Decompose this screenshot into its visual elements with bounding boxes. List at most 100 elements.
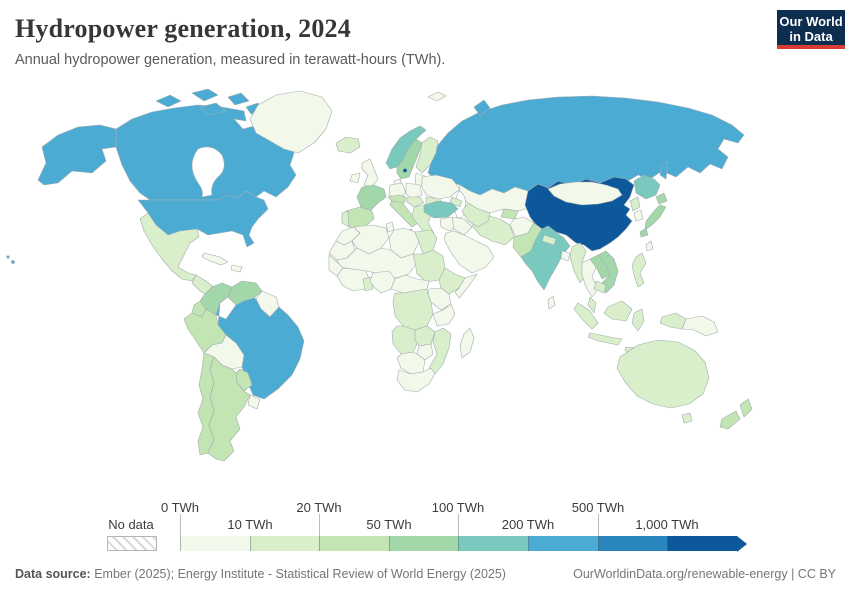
country-turkey[interactable] [423, 200, 459, 219]
legend-tick-500 [598, 514, 599, 536]
legend-tick-20 [319, 514, 320, 536]
country-canada-arctic-3[interactable] [227, 92, 250, 106]
country-usa-hawaii-2[interactable] [11, 260, 15, 264]
country-norway[interactable] [385, 125, 427, 170]
country-south-africa[interactable] [396, 367, 436, 393]
country-australia[interactable] [616, 339, 710, 409]
legend-bin-500-1000[interactable] [598, 536, 667, 551]
country-w-new-guinea[interactable] [659, 312, 687, 330]
country-arabia[interactable] [443, 230, 495, 274]
country-ireland[interactable] [349, 172, 361, 184]
country-usa-hawaii-1[interactable] [6, 255, 10, 259]
country-svalbard[interactable] [427, 91, 447, 102]
country-argentina[interactable] [207, 356, 251, 462]
legend-bin-200-500[interactable] [528, 536, 598, 551]
legend-label-100: 100 TWh [431, 500, 485, 515]
country-sumatra[interactable] [573, 302, 599, 330]
footer-attribution: OurWorldinData.org/renewable-energy | CC… [573, 567, 836, 581]
footer-source-label: Data source: [15, 567, 91, 581]
country-vietnam[interactable] [597, 250, 619, 294]
country-sweden[interactable] [396, 138, 423, 180]
country-nigeria[interactable] [369, 270, 396, 294]
baltic-dark-spot [402, 168, 408, 173]
footer-link[interactable]: OurWorldinData.org/renewable-energy [573, 567, 788, 581]
legend-bin-50-100[interactable] [389, 536, 458, 551]
country-new-zealand-north[interactable] [739, 398, 753, 418]
legend-bin-100-200[interactable] [458, 536, 528, 551]
legend-arrow [737, 535, 747, 552]
country-canada-arctic-1[interactable] [155, 94, 182, 108]
legend-label-10: 10 TWh [227, 517, 273, 532]
country-java[interactable] [587, 332, 623, 346]
country-philippines[interactable] [631, 252, 647, 288]
country-poland[interactable] [405, 182, 423, 200]
legend-bin-20-50[interactable] [319, 536, 389, 551]
country-malaysia[interactable] [587, 296, 597, 314]
country-papua-new-guinea[interactable] [681, 315, 719, 337]
country-madagascar[interactable] [459, 327, 475, 359]
country-sri-lanka[interactable] [547, 295, 556, 310]
country-caucasus[interactable] [449, 196, 463, 208]
country-zimbabwe[interactable] [416, 343, 434, 361]
country-greenland[interactable] [249, 90, 333, 154]
country-japan-honshu[interactable] [644, 204, 667, 231]
country-russia-sakhalin[interactable] [659, 160, 669, 180]
country-amur-region[interactable] [633, 174, 661, 200]
country-cuba[interactable] [201, 252, 229, 266]
country-taiwan[interactable] [645, 240, 654, 252]
legend-color-bar [180, 535, 747, 552]
country-mexico[interactable] [139, 212, 200, 282]
country-north-korea[interactable] [629, 196, 641, 212]
legend-no-data-swatch[interactable] [107, 536, 157, 551]
country-usa-alaska[interactable] [37, 124, 117, 186]
country-mongolia[interactable] [547, 181, 623, 206]
country-tanzania[interactable] [432, 303, 456, 327]
footer-separator: | [791, 567, 795, 581]
footer-license[interactable]: CC BY [797, 567, 836, 581]
country-russia-novaya-zemlya[interactable] [473, 99, 491, 117]
legend-label-1000: 1,000 TWh [635, 517, 699, 532]
country-cambodia[interactable] [593, 280, 607, 294]
country-nepal[interactable] [541, 234, 557, 246]
country-horn[interactable] [454, 273, 478, 299]
country-alps[interactable] [387, 194, 407, 204]
country-drc[interactable] [392, 288, 434, 331]
legend-label-500: 500 TWh [571, 500, 625, 515]
country-japan-hokkaido[interactable] [655, 192, 668, 205]
legend-bin-1000-plus[interactable] [667, 536, 737, 551]
legend-tick-0 [180, 514, 181, 536]
country-canada-arctic-4[interactable] [199, 102, 227, 116]
country-tunisia[interactable] [385, 221, 395, 233]
country-canada-arctic-2[interactable] [191, 88, 219, 102]
country-mozambique[interactable] [428, 327, 452, 375]
country-uk[interactable] [361, 158, 379, 188]
country-hispaniola[interactable] [230, 264, 243, 273]
country-finland[interactable] [415, 136, 439, 174]
country-sulawesi[interactable] [631, 308, 645, 332]
country-central-europe[interactable] [405, 196, 425, 208]
legend-label-200: 200 TWh [501, 517, 555, 532]
country-kyrgyz-tajik[interactable] [500, 208, 519, 220]
footer-source: Data source: Ember (2025); Energy Instit… [15, 567, 506, 581]
country-iceland[interactable] [335, 136, 361, 154]
country-uzbek-turkmen[interactable] [461, 202, 491, 228]
owid-logo-line1: Our World [779, 14, 843, 29]
owid-logo[interactable]: Our World in Data [777, 10, 845, 49]
legend-bin-0-10[interactable] [180, 536, 250, 551]
country-tasmania[interactable] [681, 412, 693, 424]
country-south-korea[interactable] [633, 209, 644, 222]
country-iraq[interactable] [451, 216, 473, 236]
country-zambia[interactable] [414, 325, 436, 347]
country-bangladesh[interactable] [560, 250, 571, 262]
country-borneo[interactable] [603, 300, 633, 322]
country-uruguay[interactable] [247, 394, 261, 410]
country-new-zealand-south[interactable] [719, 410, 741, 430]
country-belarus-ukraine[interactable] [421, 174, 461, 200]
country-india[interactable] [520, 225, 571, 291]
country-japan-kyushu[interactable] [639, 227, 649, 238]
country-portugal[interactable] [341, 210, 350, 228]
legend-bin-10-20[interactable] [250, 536, 319, 551]
footer-source-text: Ember (2025); Energy Institute - Statist… [94, 567, 506, 581]
legend-label-50: 50 TWh [366, 517, 412, 532]
country-france[interactable] [356, 184, 387, 212]
